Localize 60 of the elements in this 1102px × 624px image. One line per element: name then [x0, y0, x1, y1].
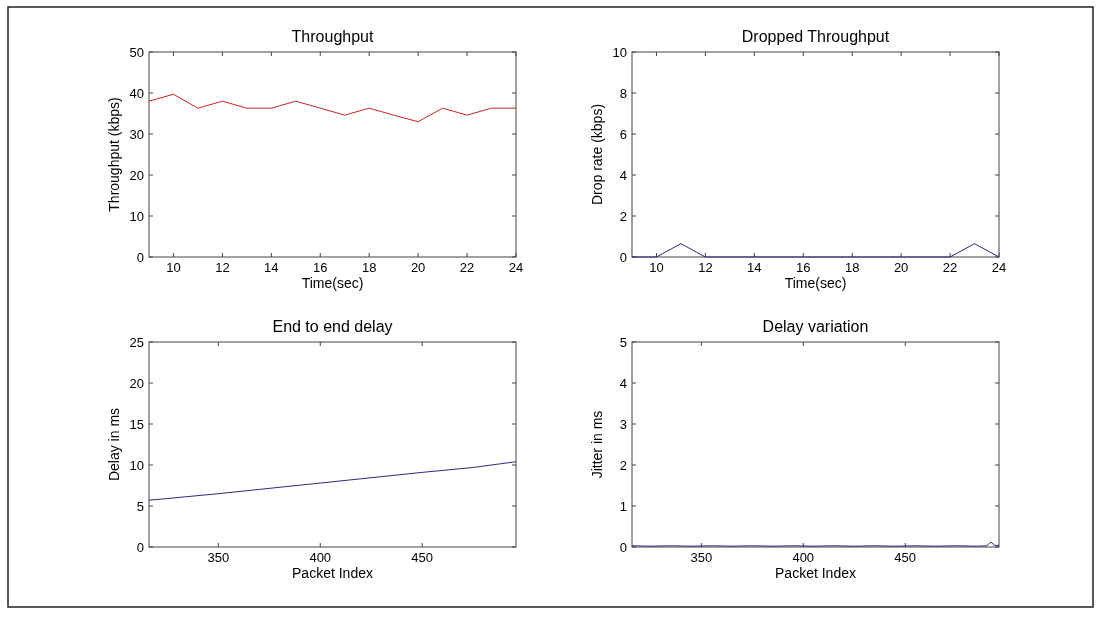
- chart-title: Dropped Throughput: [741, 28, 890, 45]
- y-axis-title: Delay in ms: [106, 407, 122, 482]
- x-tick-label: 16: [313, 260, 328, 275]
- x-axis-title: Packet Index: [292, 565, 373, 581]
- chart-title: End to end delay: [272, 318, 393, 335]
- y-tick-label: 5: [136, 498, 144, 514]
- x-axis-title: Time(sec): [784, 275, 847, 291]
- x-tick-label: 350: [207, 550, 230, 565]
- y-tick-label: 2: [619, 457, 627, 473]
- x-tick-label: 350: [690, 550, 713, 565]
- y-tick-label: 20: [129, 375, 144, 391]
- x-tick-label: 400: [309, 550, 332, 565]
- x-tick-label: 24: [991, 260, 1007, 275]
- y-tick-label: 0: [619, 249, 627, 265]
- y-tick-label: 5: [619, 334, 627, 350]
- y-tick-label: 6: [619, 126, 627, 142]
- x-tick-label: 12: [698, 260, 713, 275]
- x-tick-label: 450: [894, 550, 917, 565]
- y-tick-label: 10: [612, 44, 627, 60]
- line-series: [148, 461, 517, 501]
- y-tick-label: 0: [136, 539, 144, 555]
- x-tick-label: 12: [215, 260, 230, 275]
- x-tick-label: 22: [942, 260, 958, 275]
- x-tick-label: 24: [508, 260, 524, 275]
- y-tick-label: 40: [129, 85, 144, 101]
- x-tick-label: 20: [410, 260, 426, 275]
- x-axis-title: Time(sec): [301, 275, 364, 291]
- line-series: [148, 93, 517, 123]
- x-tick-label: 450: [411, 550, 434, 565]
- y-tick-label: 0: [136, 249, 144, 265]
- x-tick-label: 18: [844, 260, 860, 275]
- x-tick-label: 18: [361, 260, 377, 275]
- x-tick-label: 14: [264, 260, 279, 275]
- y-tick-label: 8: [619, 85, 627, 101]
- x-tick-label: 10: [166, 260, 181, 275]
- x-tick-label: 22: [459, 260, 475, 275]
- y-tick-label: 10: [129, 208, 144, 224]
- y-tick-label: 4: [619, 375, 627, 391]
- y-tick-label: 10: [129, 457, 144, 473]
- chart-title: Throughput: [291, 28, 374, 45]
- x-tick-label: 16: [796, 260, 811, 275]
- chart-title: Delay variation: [762, 318, 869, 335]
- y-tick-label: 30: [129, 126, 144, 142]
- y-axis-title: Throughput (kbps): [106, 97, 122, 212]
- x-tick-label: 400: [792, 550, 815, 565]
- y-tick-label: 0: [619, 539, 627, 555]
- y-tick-label: 15: [129, 416, 144, 432]
- x-tick-label: 10: [649, 260, 664, 275]
- y-axis-title: Jitter in ms: [589, 410, 605, 479]
- y-tick-label: 4: [619, 167, 627, 183]
- y-tick-label: 50: [129, 44, 144, 60]
- y-tick-label: 25: [129, 334, 144, 350]
- x-tick-label: 14: [747, 260, 762, 275]
- y-tick-label: 20: [129, 167, 144, 183]
- x-tick-label: 20: [893, 260, 909, 275]
- y-axis-title: Drop rate (kbps): [589, 103, 605, 206]
- x-axis-title: Packet Index: [775, 565, 856, 581]
- y-tick-label: 3: [619, 416, 627, 432]
- y-tick-label: 2: [619, 208, 627, 224]
- y-tick-label: 1: [619, 498, 627, 514]
